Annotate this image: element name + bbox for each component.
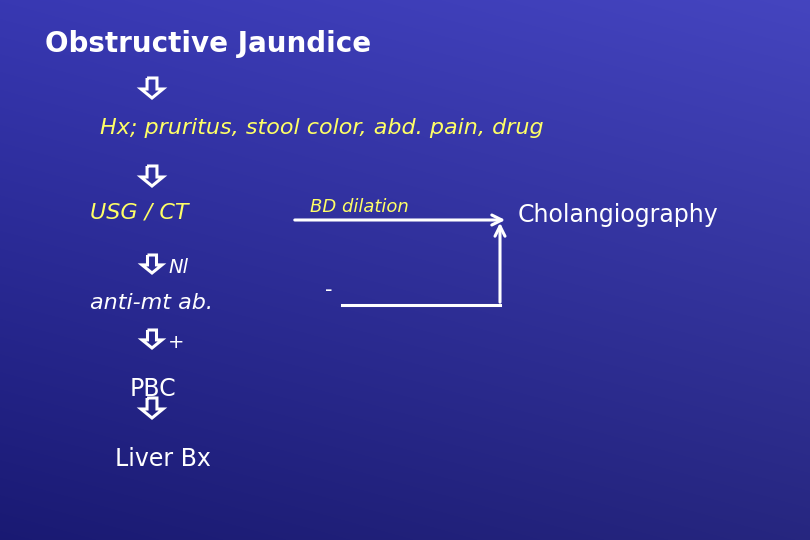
Text: -: - — [325, 280, 332, 300]
Text: anti-mt ab.: anti-mt ab. — [90, 293, 213, 313]
Text: Nl: Nl — [168, 258, 188, 277]
Text: Hx; pruritus, stool color, abd. pain, drug: Hx; pruritus, stool color, abd. pain, dr… — [100, 118, 544, 138]
Text: USG / CT: USG / CT — [90, 203, 189, 223]
Text: BD dilation: BD dilation — [310, 198, 409, 216]
Text: Liver Bx: Liver Bx — [115, 447, 211, 471]
Text: Cholangiography: Cholangiography — [518, 203, 718, 227]
Text: Obstructive Jaundice: Obstructive Jaundice — [45, 30, 371, 58]
Text: +: + — [168, 333, 185, 352]
Text: PBC: PBC — [130, 377, 177, 401]
